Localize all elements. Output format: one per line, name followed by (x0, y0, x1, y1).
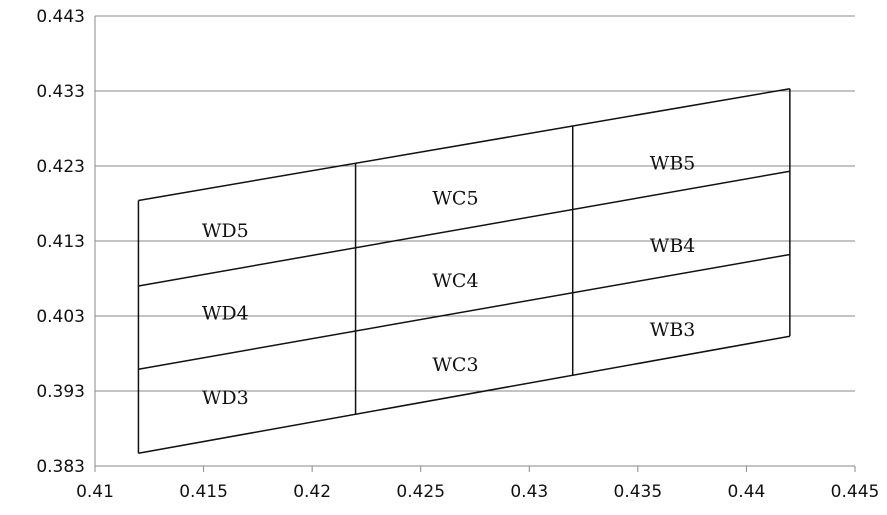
y-tick-label: 0.443 (36, 7, 85, 27)
x-tick-label: 0.445 (831, 482, 880, 502)
region-labels: WD5 WD4 WD3 WC5 WC4 WC3 WB5 WB4 WB3 (202, 152, 696, 409)
region-label: WD3 (202, 387, 249, 409)
region-label: WB5 (650, 152, 696, 174)
y-tick-label: 0.393 (36, 382, 85, 402)
boundary-line (138, 170, 790, 287)
y-tick-label: 0.433 (36, 82, 85, 102)
region-label: WC5 (432, 188, 478, 210)
y-tick-label: 0.403 (36, 307, 85, 327)
region-label: WB4 (650, 235, 696, 257)
boundary-line (138, 253, 790, 370)
x-tick-label: 0.425 (396, 482, 445, 502)
x-tick-label: 0.43 (510, 482, 548, 502)
x-tick-label: 0.42 (293, 482, 331, 502)
region-boundaries (137, 88, 791, 454)
x-tick-label: 0.435 (614, 482, 663, 502)
x-tick-label: 0.415 (179, 482, 228, 502)
region-label: WD4 (202, 302, 249, 324)
region-label: WC4 (432, 270, 478, 292)
x-tick-label: 0.44 (727, 482, 765, 502)
region-label: WC3 (432, 354, 478, 376)
y-tick-label: 0.413 (36, 232, 85, 252)
axes (94, 16, 856, 472)
boundary-line (138, 88, 790, 202)
y-tick-label: 0.383 (36, 457, 85, 477)
y-tick-label: 0.423 (36, 157, 85, 177)
y-tick-labels: 0.443 0.433 0.423 0.413 0.403 0.393 0.383 (36, 7, 85, 477)
boundary-line (138, 335, 790, 454)
grid-lines (95, 15, 855, 392)
region-label: WD5 (202, 220, 249, 242)
x-tick-label: 0.41 (76, 482, 114, 502)
x-tick-labels: 0.41 0.415 0.42 0.425 0.43 0.435 0.44 0.445 (76, 482, 879, 502)
region-label: WB3 (650, 319, 696, 341)
